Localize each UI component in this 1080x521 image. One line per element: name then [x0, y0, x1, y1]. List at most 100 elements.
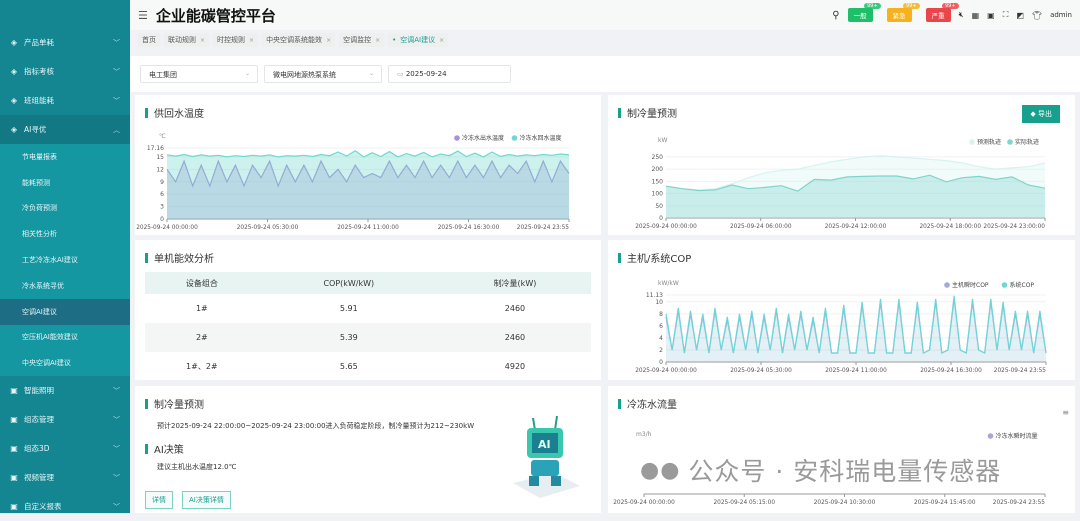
sidebar-item-3[interactable]: ◈AI寻优︿ [0, 115, 130, 144]
ai-decision-detail-button[interactable]: AI决策详情 [182, 491, 231, 509]
fullscreen-icon[interactable]: ⛶ [1003, 10, 1009, 20]
y-tick-label: 9 [160, 179, 164, 186]
tab-4[interactable]: 空调监控× [339, 33, 384, 47]
tab-label: 中央空调系统能效 [266, 35, 322, 45]
x-tick-label: 2025-09-24 18:00:00 [919, 224, 981, 230]
x-tick-label: 2025-09-24 16:30:00 [920, 368, 982, 374]
camera-icon: ▣ [9, 473, 19, 482]
tab-0[interactable]: 首页 [138, 33, 160, 47]
mute-icon[interactable]: 🔇︎ [959, 10, 964, 20]
x-tick-label: 2025-09-24 05:30:00 [237, 225, 299, 231]
layout-icon[interactable]: ▦ [972, 11, 980, 20]
date-picker[interactable]: ▭ 2025-09-24 [388, 65, 511, 83]
legend-marker[interactable] [944, 282, 950, 288]
sidebar-subitem[interactable]: 相关性分析 [0, 221, 130, 247]
system-select[interactable]: 微电网地源热泵系统⌄ [264, 65, 382, 83]
tab-1[interactable]: 联动规则 × [164, 33, 209, 47]
x-tick-label: 2025-09-24 16:30:00 [438, 225, 500, 231]
legend-marker[interactable] [969, 139, 975, 145]
sidebar-subitem[interactable]: 冷负荷预测 [0, 196, 130, 222]
export-button[interactable]: ◆ 导出 [1022, 105, 1060, 123]
sidebar-item-bottom-0[interactable]: ▣智能照明﹀ [0, 376, 130, 405]
image-icon: ▣ [9, 444, 19, 453]
translate-icon[interactable]: ◩ [1016, 11, 1024, 20]
x-tick-label: 2025-09-24 23:55 [517, 225, 570, 231]
sidebar-subitem[interactable]: 冷水系统寻优 [0, 273, 130, 299]
sidebar-item-2[interactable]: ◈班组能耗﹀ [0, 86, 130, 115]
sidebar-subitem[interactable]: 工艺冷冻水AI建议 [0, 247, 130, 273]
search-icon[interactable]: ⚲ [832, 10, 839, 21]
y-tick-label: 50 [655, 203, 663, 210]
sidebar-subitem[interactable]: 中央空调AI建议 [0, 350, 130, 376]
detail-button[interactable]: 详情 [145, 491, 173, 509]
legend-marker[interactable] [1007, 139, 1013, 145]
y-tick-label: 15 [156, 154, 164, 161]
legend-marker[interactable] [988, 433, 994, 439]
close-icon[interactable]: × [249, 37, 254, 44]
x-tick-label: 2025-09-24 00:00:00 [635, 368, 697, 374]
column-header: COP(kW/kW) [259, 272, 439, 294]
sidebar-item-bottom-4[interactable]: ▣自定义报表﹀ [0, 492, 130, 521]
sidebar-item-bottom-3[interactable]: ▣视频管理﹀ [0, 463, 130, 492]
legend-label[interactable]: 系统COP [1010, 281, 1035, 289]
tab-label: 时控规则 [217, 35, 245, 45]
y-tick-label: 2 [659, 347, 663, 354]
close-icon[interactable]: × [326, 37, 331, 44]
chevron-down-icon: ﹀ [113, 473, 120, 483]
advice-panel: 制冷量预测 预计2025-09-24 22:00:00~2025-09-24 2… [135, 386, 601, 513]
chevron-down-icon: ﹀ [113, 38, 120, 48]
menu-toggle-icon[interactable]: ☰ [138, 9, 148, 22]
legend-marker[interactable] [1002, 282, 1008, 288]
sidebar: ◈产品单耗﹀◈指标考核﹀◈班组能耗﹀◈AI寻优︿节电量报表能耗预测冷负荷预测相关… [0, 0, 130, 513]
table-cell: 5.65 [259, 352, 439, 381]
tab-5[interactable]: •空调AI建议× [388, 33, 448, 47]
table-cell: 5.39 [259, 323, 439, 352]
legend-label[interactable]: 实际轨迹 [1015, 138, 1039, 146]
x-tick-label: 2025-09-24 10:30:00 [814, 500, 876, 506]
close-icon[interactable]: × [439, 37, 444, 44]
sidebar-item-label: 班组能耗 [24, 95, 54, 106]
close-icon[interactable]: × [375, 37, 380, 44]
x-tick-label: 2025-09-24 06:00:00 [730, 224, 792, 230]
sidebar-item-bottom-1[interactable]: ▣组态管理﹀ [0, 405, 130, 434]
theme-shirt-icon[interactable]: 👕︎ [1032, 11, 1042, 20]
y-tick-label: 4 [659, 335, 663, 342]
legend-label[interactable]: 冷冻水回水温度 [520, 134, 562, 142]
sidebar-item-label: 指标考核 [24, 66, 54, 77]
close-icon[interactable]: × [200, 37, 205, 44]
legend-label[interactable]: 冷冻水出水温度 [462, 134, 504, 142]
sidebar-subitem[interactable]: 空调AI建议 [0, 299, 130, 325]
company-select[interactable]: 电工集团⌄ [140, 65, 258, 83]
legend-label[interactable]: 预测轨迹 [977, 138, 1001, 146]
sidebar-subitem[interactable]: 节电量报表 [0, 144, 130, 170]
sidebar-subitem[interactable]: 空压机AI能效建议 [0, 325, 130, 351]
user-menu[interactable]: admin [1050, 11, 1072, 19]
legend-marker[interactable] [512, 135, 518, 141]
legend-label[interactable]: 主机瞬时COP [952, 281, 989, 289]
x-tick-label: 2025-09-24 05:30:00 [730, 368, 792, 374]
y-tick-label: 11.13 [646, 292, 663, 299]
legend-marker[interactable] [454, 135, 460, 141]
tab-label: 联动规则 [168, 35, 196, 45]
table-cell: 2460 [439, 323, 591, 352]
sidebar-item-bottom-2[interactable]: ▣组态3D﹀ [0, 434, 130, 463]
y-tick-label: 10 [655, 299, 663, 306]
y-tick-label: 6 [160, 191, 164, 198]
image-icon[interactable]: ▣ [987, 11, 995, 20]
tab-3[interactable]: 中央空调系统能效 × [262, 33, 335, 47]
sidebar-item-0[interactable]: ◈产品单耗﹀ [0, 28, 130, 57]
sidebar-subitem[interactable]: 能耗预测 [0, 170, 130, 196]
y-tick-label: 0 [659, 215, 663, 222]
tab-2[interactable]: 时控规则 × [213, 33, 258, 47]
sidebar-item-1[interactable]: ◈指标考核﹀ [0, 57, 130, 86]
alert-label: 严重 [932, 12, 945, 20]
tab-label: 首页 [142, 35, 156, 45]
legend-label[interactable]: 冷冻水瞬时流量 [996, 432, 1038, 440]
